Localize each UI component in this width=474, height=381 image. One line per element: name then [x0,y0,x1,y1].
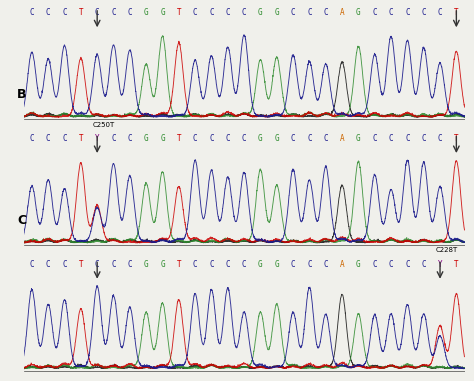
Text: C: C [128,8,132,17]
Text: C: C [62,8,67,17]
Text: C: C [242,260,246,269]
Text: G: G [356,260,361,269]
Text: C: C [95,260,100,269]
Text: C: C [17,214,26,227]
Text: G: G [160,260,165,269]
Text: G: G [160,134,165,143]
Text: Y: Y [95,134,100,143]
Text: C: C [323,8,328,17]
Text: C: C [421,260,426,269]
Text: G: G [258,8,263,17]
Text: G: G [356,8,361,17]
Text: C: C [226,134,230,143]
Text: C: C [389,260,393,269]
Text: C: C [226,260,230,269]
Text: T: T [79,134,83,143]
Text: C: C [373,8,377,17]
Text: G: G [144,260,148,269]
Text: G: G [144,8,148,17]
Text: T: T [176,134,181,143]
Text: C: C [29,8,34,17]
Text: G: G [258,134,263,143]
Text: C: C [209,260,214,269]
Text: C: C [209,134,214,143]
Text: C: C [242,134,246,143]
Text: C: C [111,134,116,143]
Text: Y: Y [438,260,442,269]
Text: T: T [454,134,459,143]
Text: B: B [17,88,27,101]
Text: G: G [144,134,148,143]
Text: C: C [438,134,442,143]
Text: C: C [291,260,295,269]
Text: C: C [111,8,116,17]
Text: T: T [454,8,459,17]
Text: C: C [193,134,198,143]
Text: G: G [356,134,361,143]
Text: T: T [79,260,83,269]
Text: T: T [176,8,181,17]
Text: C: C [209,8,214,17]
Text: C: C [226,8,230,17]
Text: C: C [438,8,442,17]
Text: T: T [454,260,459,269]
Text: C250T: C250T [92,122,115,128]
Text: G: G [274,8,279,17]
Text: C: C [62,134,67,143]
Text: C: C [323,134,328,143]
Text: C: C [389,134,393,143]
Text: C: C [307,8,312,17]
Text: C: C [62,260,67,269]
Text: C: C [128,260,132,269]
Text: C: C [421,134,426,143]
Text: C: C [307,260,312,269]
Text: A: A [340,8,345,17]
Text: C: C [373,260,377,269]
Text: G: G [274,134,279,143]
Text: C: C [291,134,295,143]
Text: C: C [307,134,312,143]
Text: C: C [29,134,34,143]
Text: C: C [46,260,51,269]
Text: C: C [405,8,410,17]
Text: A: A [340,134,345,143]
Text: C: C [95,8,100,17]
Text: A: A [340,260,345,269]
Text: C: C [405,260,410,269]
Text: T: T [176,260,181,269]
Text: C: C [373,134,377,143]
Text: G: G [160,8,165,17]
Text: C: C [291,8,295,17]
Text: C: C [128,134,132,143]
Text: C: C [421,8,426,17]
Text: C228T: C228T [435,247,457,253]
Text: C: C [111,260,116,269]
Text: G: G [258,260,263,269]
Text: C: C [242,8,246,17]
Text: C: C [323,260,328,269]
Text: C: C [46,8,51,17]
Text: C: C [29,260,34,269]
Text: C: C [46,134,51,143]
Text: C: C [389,8,393,17]
Text: C: C [193,260,198,269]
Text: C: C [193,8,198,17]
Text: G: G [274,260,279,269]
Text: C: C [405,134,410,143]
Text: T: T [79,8,83,17]
